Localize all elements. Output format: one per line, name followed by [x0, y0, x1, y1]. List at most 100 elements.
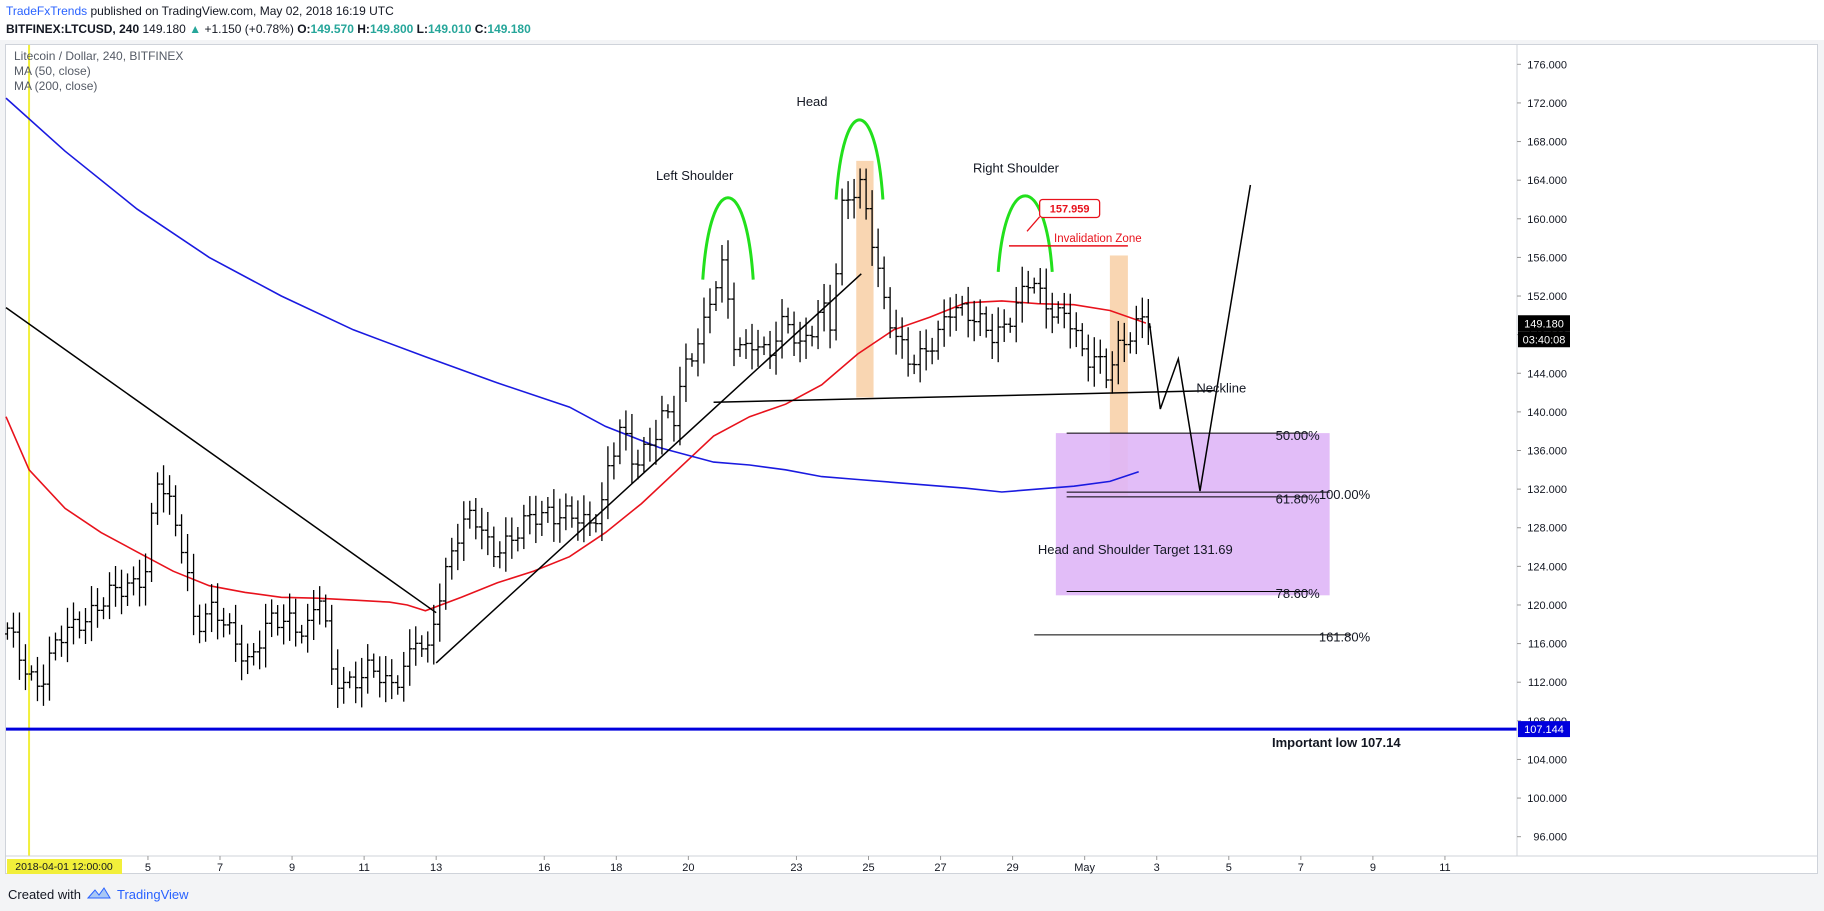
head-highlight-zone [856, 160, 874, 398]
ohlc-bar [160, 465, 167, 513]
ohlc-bar [1127, 332, 1134, 354]
ohlc-bar [322, 594, 329, 628]
target-label: Head and Shoulder Target 131.69 [1038, 542, 1233, 557]
time-tick-label: 27 [934, 862, 946, 874]
ohlc-bar [58, 625, 65, 657]
price-chart[interactable]: 157.959 Invalidation Zone Left Shoulder Hea… [5, 44, 1818, 874]
time-tick-label: 11 [1439, 862, 1450, 874]
time-tick-label: May [1074, 862, 1095, 874]
ohlc-bar [1031, 277, 1038, 294]
price-tick-label: 152.000 [1527, 291, 1567, 303]
open-label: O: [297, 22, 311, 36]
ohlc-bar [509, 517, 515, 559]
ohlc-bar [28, 665, 35, 681]
ohlc-bar [557, 498, 563, 543]
price-tick-label: 128.000 [1527, 523, 1567, 535]
ohlc-bar [424, 631, 431, 663]
ohlc-bar [911, 354, 917, 375]
ohlc-bar [1103, 348, 1110, 389]
ohlc-bar [773, 321, 779, 375]
ohlc-bar [1001, 309, 1008, 342]
ohlc-bar [184, 533, 191, 592]
ohlc-bar [262, 603, 269, 668]
low-label: L: [416, 22, 428, 36]
right-shoulder-arc [996, 194, 1054, 272]
ohlc-bar [737, 337, 743, 357]
ohlc-bar [527, 496, 533, 535]
price-tick-label: 160.000 [1527, 214, 1567, 226]
current-price-tag [1518, 315, 1570, 332]
ohlc-bar [94, 588, 101, 628]
ohlc-bar [412, 626, 419, 666]
ohlc-bar [10, 612, 17, 648]
invalidation-zone-label: Invalidation Zone [1054, 233, 1142, 245]
high-label: H: [357, 22, 370, 36]
ohlc-bar [382, 656, 389, 703]
ohlc-bar [190, 553, 197, 636]
ohlc-bar [460, 501, 467, 561]
ohlc-bar [683, 343, 689, 402]
ohlc-bar [1085, 334, 1092, 382]
ohlc-bar [533, 495, 539, 544]
time-tick-label: 3 [1154, 862, 1160, 874]
ohlc-bar [154, 472, 161, 525]
ohlc-bar [466, 500, 473, 529]
ohlc-bar [226, 613, 233, 635]
crosshair-date-tag [7, 859, 122, 874]
ohlc-bar [352, 661, 359, 704]
ohlc-bar [454, 523, 461, 571]
countdown-tag [1518, 331, 1570, 348]
price-tick-label: 120.000 [1527, 600, 1567, 612]
ohlc-bar [725, 240, 731, 319]
ohlc-bar [815, 299, 821, 350]
ohlc-bar [5, 622, 11, 640]
price-tick-label: 100.000 [1527, 793, 1567, 805]
author-link[interactable]: TradeFxTrends [6, 4, 88, 18]
ohlc-bar [214, 583, 221, 640]
ohlc-bar [1109, 351, 1116, 394]
ohlc-bar [40, 664, 47, 706]
ohlc-bar [286, 593, 293, 641]
ohlc-bar [785, 307, 791, 334]
ohlc-bar [671, 395, 677, 442]
head-arc [834, 118, 885, 200]
ohlc-bar [755, 329, 761, 367]
ohlc-bar [569, 496, 575, 528]
time-tick-label: 23 [790, 862, 802, 874]
time-tick-label: 5 [145, 862, 151, 874]
ohlc-bar [256, 630, 263, 670]
time-tick-label: 20 [682, 862, 694, 874]
important-low-label: Important low 107.14 [1272, 735, 1401, 750]
ohlc-bar [983, 306, 989, 338]
fib-1618-label: 161.80% [1319, 630, 1371, 645]
ohlc-bar [839, 188, 845, 286]
ohlc-bar [298, 624, 305, 644]
ohlc-bar [989, 313, 995, 360]
price-tick-label: 140.000 [1527, 407, 1567, 419]
time-tick-label: 5 [1226, 862, 1232, 874]
ohlc-bar [136, 559, 143, 607]
ohlc-bar [845, 181, 851, 220]
ohlc-bar [779, 299, 785, 359]
ohlc-bar [977, 299, 983, 337]
ohlc-bar [76, 611, 83, 639]
ohlc-bar [1115, 320, 1122, 385]
ohlc-bar [731, 282, 737, 367]
ohlc-bar [88, 586, 95, 642]
ohlc-bar [430, 604, 437, 665]
ohlc-bar [545, 496, 551, 523]
ohlc-bar [863, 168, 869, 220]
ohlc-bar [310, 589, 317, 641]
ohlc-bar [941, 299, 947, 347]
tradingview-link[interactable]: TradingView [117, 887, 189, 902]
ohlc-bar [875, 228, 881, 288]
ohlc-bar [893, 309, 899, 355]
ohlc-bar [1061, 292, 1068, 329]
chart-header: TradeFxTrends published on TradingView.c… [0, 0, 1824, 40]
invalidation-callout-box [1038, 198, 1101, 219]
ma50-line [5, 300, 1147, 612]
ohlc-bar [971, 300, 977, 342]
time-tick-label: 13 [430, 862, 442, 874]
ohlc-bar [929, 337, 935, 365]
ohlc-bar [202, 603, 209, 642]
